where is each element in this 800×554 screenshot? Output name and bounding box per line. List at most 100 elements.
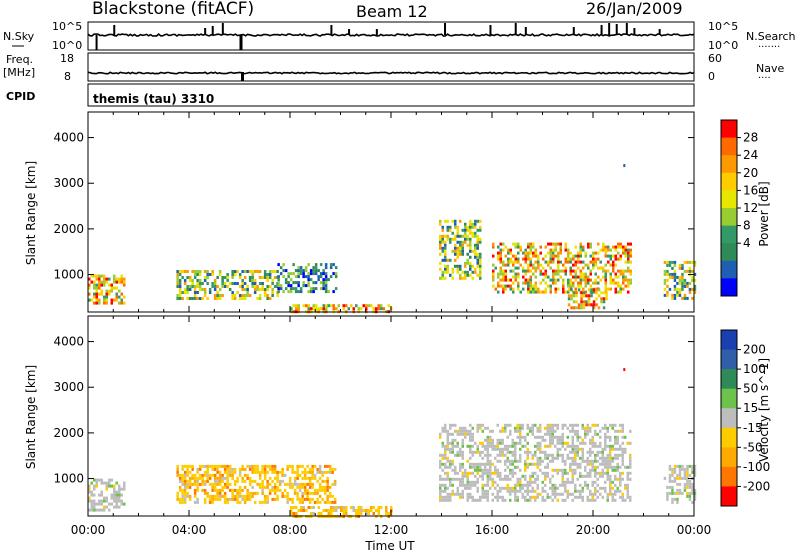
power-cell-1043 (594, 263, 597, 267)
velocity-cell-1285 (551, 432, 554, 436)
velocity-cell-1282 (551, 423, 554, 427)
velocity-cell-1326 (559, 441, 562, 445)
velocity-cell-923 (484, 447, 487, 451)
power-cell-821 (532, 254, 535, 258)
power-cell-678 (492, 254, 495, 258)
power-cell-44 (105, 277, 108, 281)
power-cell-877 (549, 257, 552, 261)
power-cell-971 (574, 272, 577, 276)
power-cell-211 (233, 282, 237, 285)
power-cell-801 (527, 284, 530, 288)
velocity-cell-474 (301, 494, 304, 498)
velocity-cell-1057 (509, 444, 512, 448)
velocity-cell-1291 (551, 459, 554, 463)
velocity-cell-135 (188, 470, 192, 474)
velocity-cell-515 (313, 488, 317, 492)
power-cell-1294 (683, 284, 687, 288)
power-cell-74 (118, 295, 121, 299)
velocity-cell-6 (90, 481, 93, 485)
velocity-cell-1298 (551, 498, 554, 502)
power-cell-1261 (673, 272, 677, 276)
velocity-cell-3 (88, 496, 91, 500)
power-cell-786 (524, 260, 527, 264)
velocity-cell-1474 (586, 450, 589, 454)
velocity-cell-204 (211, 488, 214, 492)
power-cell-52 (108, 283, 111, 287)
power-cell-241 (248, 276, 252, 279)
velocity-cell-1221 (539, 435, 542, 439)
power-cell-962 (572, 275, 575, 279)
velocity-cell-431 (286, 500, 289, 504)
velocity-cell-829 (466, 471, 469, 475)
velocity-cell-1079 (511, 489, 514, 493)
velocity-cell-818 (464, 432, 467, 436)
power-cell-570 (456, 267, 459, 271)
power-cell-116 (186, 288, 189, 291)
velocity-cell-903 (479, 498, 482, 502)
velocity-cell-447 (293, 479, 297, 483)
velocity-cell-619 (335, 509, 338, 512)
velocity-cell-785 (459, 432, 462, 436)
power-cell-1295 (683, 293, 687, 297)
power-cell-1230 (605, 294, 608, 298)
velocity-cell-1024 (501, 477, 504, 481)
velocity-cell-1701 (626, 489, 629, 493)
velocity-cell-471 (301, 482, 304, 486)
velocity-cell-1350 (564, 423, 567, 427)
power-cell-484 (377, 307, 380, 311)
date-label: 26/Jan/2009 (586, 0, 683, 18)
power-cell-938 (564, 290, 567, 294)
power-cell-1214 (592, 306, 596, 310)
velocity-cell-1505 (591, 459, 594, 463)
power-cell-747 (512, 275, 515, 279)
power-cell-937 (564, 272, 567, 276)
nsky-spike-1 (204, 28, 207, 35)
velocity-cell-1334 (561, 432, 564, 436)
velocity-cell-1249 (544, 471, 547, 475)
velocity-cell-675 (439, 459, 442, 463)
velocity-cell-100 (178, 497, 182, 501)
power-cell-536 (449, 225, 452, 229)
power-cell-1106 (614, 263, 617, 267)
power-cell-960 (572, 263, 575, 267)
velocity-cell-320 (246, 491, 249, 495)
power-cell-558 (454, 258, 457, 262)
velocity-cell-1389 (571, 441, 574, 445)
velocity-cell-1378 (569, 456, 572, 460)
velocity-cell-1410 (574, 456, 577, 460)
velocity-cell-297 (238, 485, 242, 489)
velocity-cell-1658 (619, 423, 622, 427)
velocity-cell-1497 (589, 492, 592, 496)
velocity-cell-1014 (499, 486, 502, 490)
velocity-cell-1652 (616, 462, 619, 466)
power-cell-1091 (609, 278, 612, 282)
velocity-cell-332 (251, 467, 254, 471)
velocity-cell-125 (186, 464, 189, 468)
velocity-cell-1596 (606, 495, 609, 499)
power-cell-796 (527, 263, 530, 267)
velocity-cell-19 (93, 505, 96, 509)
power-cell-85 (123, 295, 126, 299)
power-cell-1017 (587, 263, 590, 267)
velocity-cell-701 (444, 429, 447, 433)
velocity-cell-93 (176, 494, 179, 498)
velocity-cell-753 (451, 447, 454, 451)
velocity-cell-369 (263, 485, 267, 489)
velocity-cell-970 (491, 441, 494, 445)
power-cell-1013 (584, 284, 587, 288)
power-cell-isolated (623, 164, 626, 168)
power-cell-317 (282, 290, 285, 294)
power-cell-1071 (604, 269, 607, 273)
power-cell-1181 (575, 291, 578, 295)
velocity-cell-1579 (604, 480, 607, 484)
x-tick-label-2: 08:00 (273, 523, 308, 537)
velocity-cell-1018 (501, 429, 504, 433)
power-cell-55 (110, 283, 113, 287)
velocity-cell-1387 (571, 435, 574, 439)
velocity-cell-122 (183, 494, 187, 498)
power-cell-180 (216, 291, 219, 294)
power-cell-1291 (683, 269, 687, 273)
velocity-cell-89 (176, 467, 179, 471)
power-cell-206 (231, 291, 234, 294)
velocity-cell-630 (345, 506, 348, 509)
